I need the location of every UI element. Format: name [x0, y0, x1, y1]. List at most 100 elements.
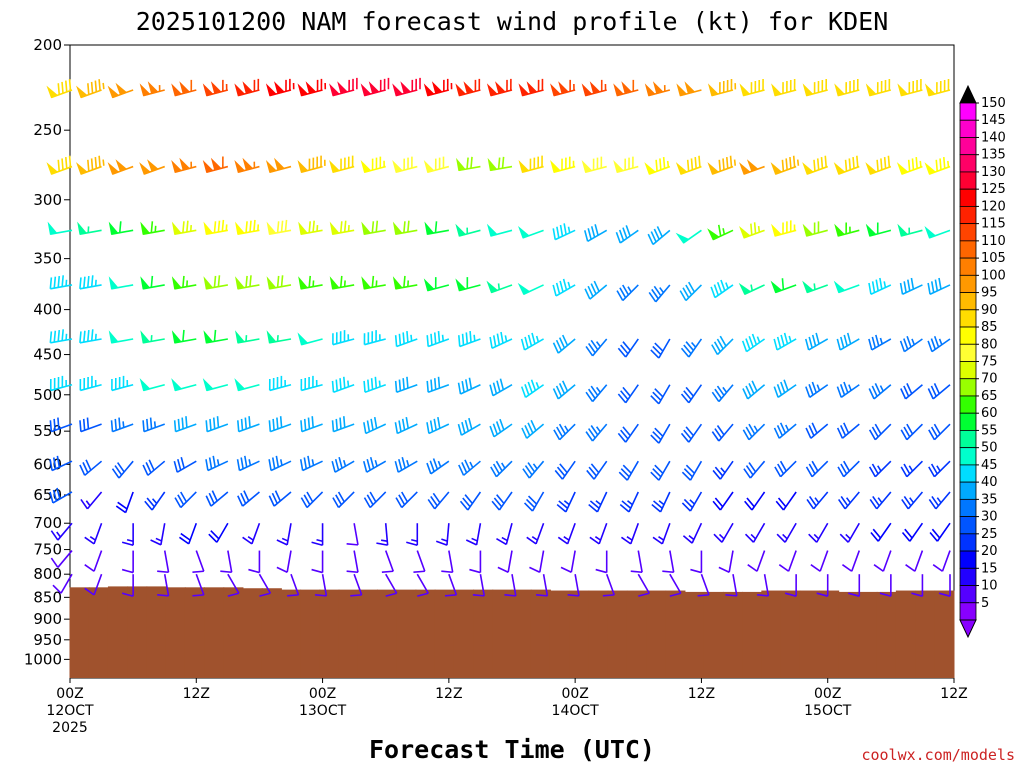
wind-barb	[144, 491, 166, 511]
wind-barb	[171, 157, 197, 174]
wind-barb	[648, 284, 671, 303]
wind-barb	[111, 375, 134, 392]
wind-barb	[171, 79, 197, 97]
wind-barb	[802, 78, 828, 97]
wind-barb	[487, 156, 513, 172]
wind-barb	[465, 523, 482, 546]
colorbar-cell	[959, 326, 977, 345]
wind-barb	[202, 79, 229, 97]
wind-barb	[79, 275, 102, 290]
wind-barb	[457, 417, 481, 436]
wind-barb	[938, 574, 951, 597]
wind-barb	[739, 78, 765, 97]
wind-barb	[711, 384, 734, 403]
wind-barb	[535, 574, 549, 597]
wind-barb	[236, 455, 260, 472]
wind-barb	[205, 455, 229, 472]
wind-barb	[266, 330, 292, 344]
wind-barb	[121, 523, 134, 546]
terrain-segment	[376, 589, 398, 678]
colorbar-label: 35	[981, 492, 998, 507]
wind-barb	[140, 221, 165, 235]
terrain-segment	[895, 590, 917, 678]
wind-barb	[529, 550, 545, 573]
wind-barb	[585, 338, 608, 357]
colorbar-cell	[959, 171, 977, 190]
terrain-segment	[69, 587, 90, 678]
wind-barb	[392, 156, 418, 174]
colorbar-label: 10	[981, 579, 998, 594]
wind-barb	[423, 156, 450, 174]
wind-barb	[553, 423, 576, 441]
terrain-segment	[549, 590, 571, 678]
terrain-segment	[434, 589, 455, 678]
wind-barb	[711, 423, 734, 442]
wind-barb	[297, 78, 327, 97]
y-tick-label: 250	[33, 121, 62, 139]
terrain-segment	[204, 587, 225, 678]
wind-barb	[739, 159, 765, 175]
colorbar-label: 40	[981, 475, 998, 490]
colorbar-cell	[959, 102, 977, 121]
wind-barb	[427, 491, 450, 510]
wind-barb	[680, 338, 703, 358]
wind-barb	[174, 491, 197, 509]
colorbar-cell	[959, 412, 977, 431]
wind-barb	[268, 375, 292, 392]
wind-barb	[234, 378, 260, 392]
wind-barb	[77, 221, 102, 235]
wind-barb	[489, 418, 513, 438]
wind-barb	[108, 276, 134, 290]
x-tick-label: 00Z	[309, 686, 336, 702]
wind-barb	[928, 460, 951, 478]
terrain-segment	[703, 591, 724, 678]
wind-barb	[552, 278, 576, 297]
wind-barb	[680, 423, 703, 443]
wind-barb	[839, 522, 860, 543]
wind-barb	[873, 550, 892, 572]
wind-barb	[173, 416, 197, 433]
wind-barb	[157, 574, 170, 597]
wind-barb	[276, 550, 292, 573]
wind-barb	[841, 550, 861, 572]
colorbar-cell	[959, 602, 977, 621]
wind-barb	[265, 78, 295, 97]
wind-barb	[680, 384, 703, 404]
wind-barb	[522, 460, 545, 479]
wind-barb	[834, 222, 860, 237]
x-tick-label: 00Z	[561, 686, 588, 702]
colorbar-cell	[959, 154, 977, 173]
wind-barb	[644, 81, 671, 97]
wind-barb	[900, 423, 923, 441]
wind-barb	[173, 456, 197, 473]
wind-barb	[426, 458, 450, 475]
wind-barb	[178, 522, 198, 545]
wind-barb	[300, 491, 324, 509]
wind-barb	[808, 522, 829, 543]
wind-barb	[675, 229, 702, 244]
wind-barb	[110, 417, 134, 433]
wind-barb	[518, 155, 544, 174]
wind-barb	[171, 275, 197, 290]
wind-barb	[363, 376, 386, 393]
wind-barb	[392, 220, 418, 235]
y-tick-label: 350	[33, 250, 62, 268]
wind-barb	[613, 79, 639, 97]
terrain-segment	[319, 589, 340, 678]
wind-barb	[205, 490, 229, 507]
colorbar-label: 120	[981, 199, 1006, 214]
wind-barb	[927, 383, 951, 400]
wind-barb	[265, 157, 292, 174]
wind-barb	[276, 523, 292, 546]
wind-barb	[331, 376, 355, 393]
wind-barb	[834, 78, 860, 97]
wind-barb	[395, 491, 418, 509]
terrain-segment	[626, 590, 648, 678]
colorbar-cell	[959, 395, 977, 414]
wind-barb	[331, 456, 355, 473]
terrain-segment	[473, 589, 494, 678]
wind-barb	[848, 574, 861, 597]
wind-barb	[595, 550, 608, 574]
wind-barb	[924, 225, 951, 239]
wind-barb	[49, 455, 73, 472]
